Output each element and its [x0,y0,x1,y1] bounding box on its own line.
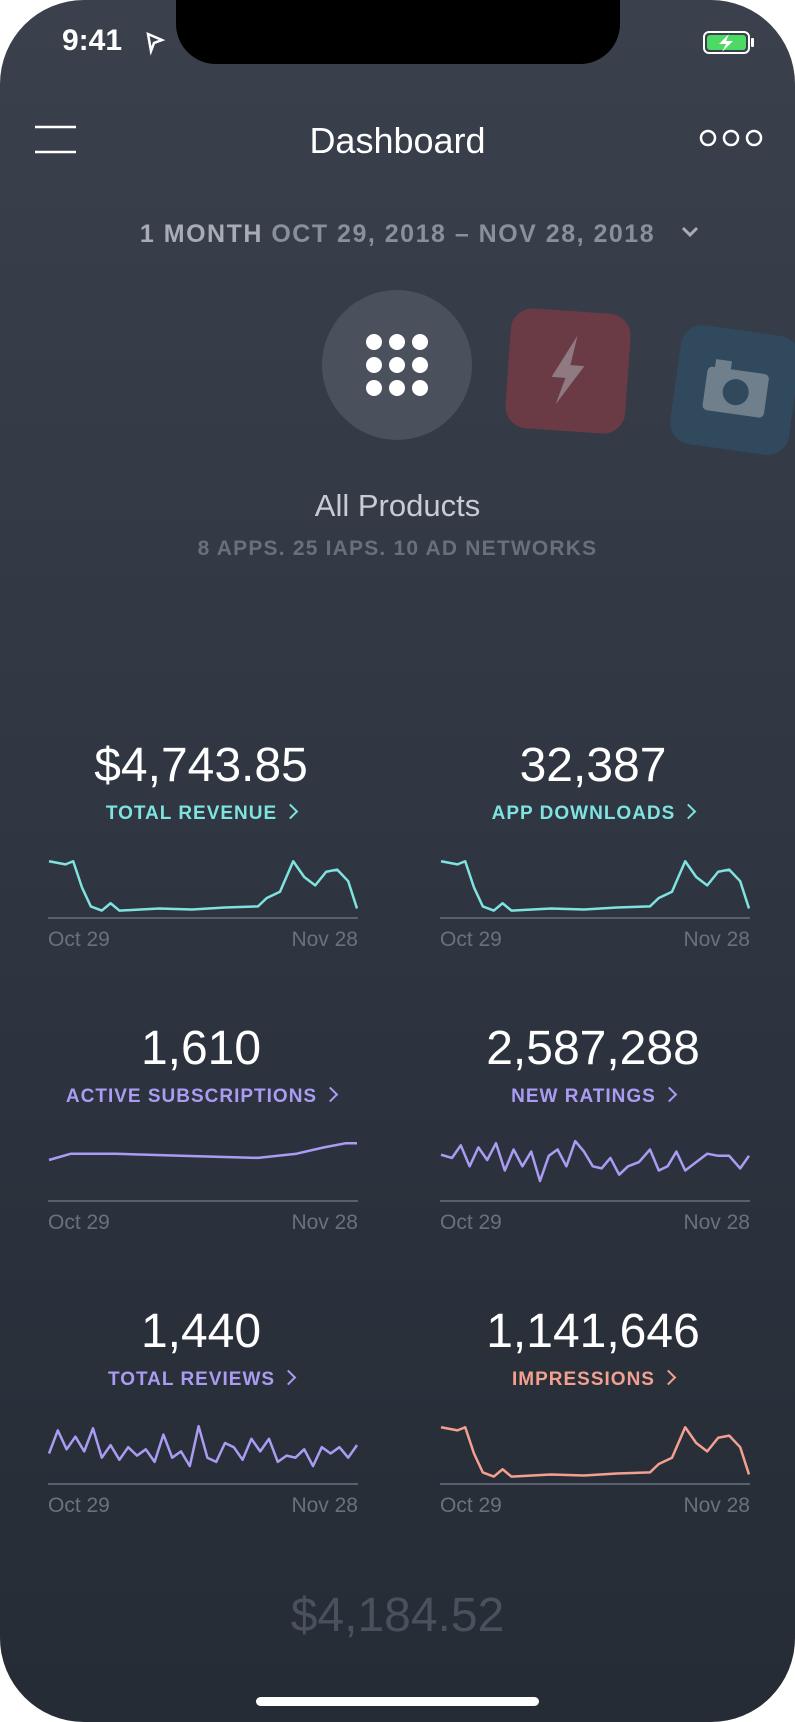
metric-label[interactable]: ACTIVE SUBSCRIPTIONS [21,1086,381,1108]
label-text: TOTAL REVIEWS [107,1369,276,1390]
chevron [280,1369,297,1386]
metric-value: 32,387 [519,739,667,792]
label-text: NEW RATINGS [511,1086,656,1107]
start-date: Oct 29 [48,1211,110,1234]
start-date: Oct 29 [440,1211,502,1234]
chevron [661,1086,678,1103]
sparkline [48,1141,358,1202]
date-chevron[interactable] [681,226,699,238]
end-date: Nov 28 [683,1211,750,1234]
metric-value: 1,141,646 [486,1305,700,1358]
metric-value: 1,610 [140,1022,262,1075]
end-date: Nov 28 [291,1211,358,1234]
metric-value: 2,587,288 [486,1022,700,1075]
sparkline-path [48,860,358,912]
metric-label[interactable]: APP DOWNLOADS [413,803,773,825]
end-date: Nov 28 [291,928,358,951]
sparkline [440,860,750,919]
sparkline-path [440,1426,750,1478]
chevron [681,803,697,820]
label-text: TOTAL REVENUE [105,803,278,824]
all-products-button[interactable] [322,290,472,440]
sparkline [440,1426,750,1485]
end-date: Nov 28 [291,1494,358,1517]
metric-value: $4,743.85 [94,739,308,792]
end-date: Nov 28 [683,1494,750,1517]
app-icon-blue[interactable] [667,322,795,458]
date-range[interactable]: 1 MONTH OCT 29, 2018 – NOV 28, 2018 [0,220,795,249]
chevron [660,1369,677,1386]
metric-value: 1,440 [140,1305,262,1358]
location-icon [146,31,166,56]
page-title: Dashboard [309,120,486,161]
app-icon-red[interactable] [504,307,632,435]
icons [35,31,795,458]
sparkline [48,1424,358,1485]
more-button[interactable] [699,129,763,147]
metric-label[interactable]: TOTAL REVENUE [21,803,381,825]
metric-label[interactable]: NEW RATINGS [413,1086,773,1108]
sparkline [440,1139,750,1202]
charging-bolt [719,34,733,52]
notch [176,0,620,64]
label-text: APP DOWNLOADS [491,803,676,824]
metric-label[interactable]: IMPRESSIONS [413,1369,773,1391]
battery-tip [751,38,754,47]
metric-label[interactable]: TOTAL REVIEWS [21,1369,381,1391]
period: 1 MONTH [139,220,263,248]
start-date: Oct 29 [48,928,110,951]
chevron [322,1086,339,1103]
menu-button[interactable] [35,125,76,154]
sparkline-path [48,1424,358,1468]
sparkline [48,860,358,919]
product-name: All Products [314,488,481,523]
battery [703,31,750,54]
sparkline-path [440,860,750,912]
start-date: Oct 29 [440,1494,502,1517]
sparkline-path [48,1141,357,1162]
status-time: 9:41 [62,24,123,57]
next-value: $4,184.52 [290,1589,505,1642]
label-text: ACTIVE SUBSCRIPTIONS [65,1086,318,1107]
home-indicator [256,1697,539,1706]
chevron [282,803,299,820]
product-summary: 8 APPS. 25 IAPS. 10 AD NETWORKS [197,537,598,560]
sparkline-path [440,1139,750,1183]
start-date: Oct 29 [48,1494,110,1517]
end-date: Nov 28 [683,928,750,951]
start-date: Oct 29 [440,928,502,951]
label-text: IMPRESSIONS [512,1369,655,1390]
range: OCT 29, 2018 – NOV 28, 2018 [271,220,656,248]
